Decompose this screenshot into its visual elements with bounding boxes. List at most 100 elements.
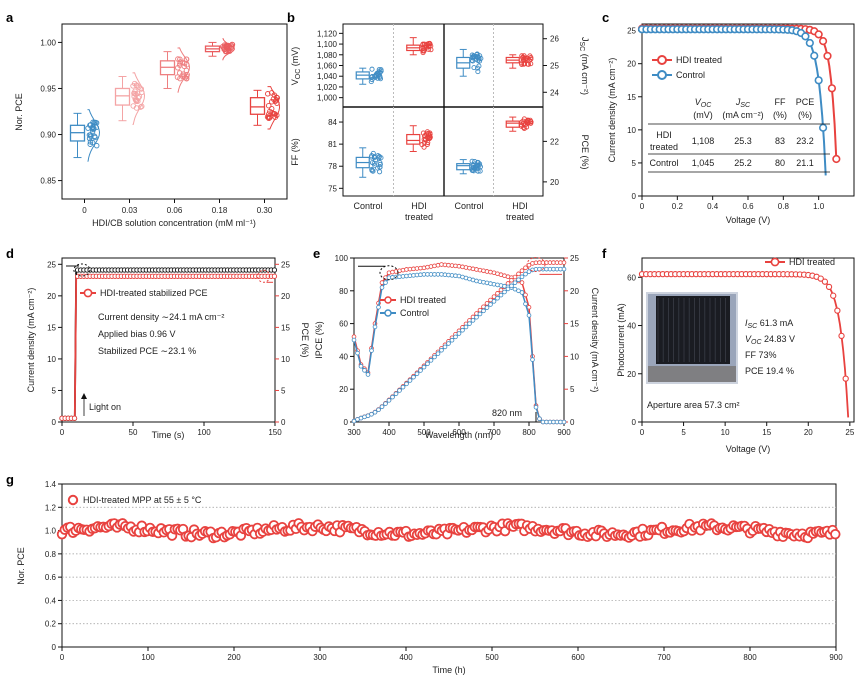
panel-e-integrated-point bbox=[523, 271, 528, 277]
panel-c-ytick-label: 15 bbox=[627, 93, 636, 102]
panel-c-tu-pce: (%) bbox=[798, 110, 812, 120]
panel-e-integrated-curve bbox=[353, 268, 564, 422]
panel-a-point bbox=[269, 98, 275, 105]
panel-a-point bbox=[268, 90, 275, 96]
panel-a-violin bbox=[132, 72, 146, 125]
panel-d-y2tick-label: 20 bbox=[281, 292, 290, 301]
panel-b-point bbox=[475, 65, 481, 71]
panel-g-ytick-label: 1.4 bbox=[45, 480, 57, 489]
panel-e-annotation: 820 nm bbox=[492, 408, 522, 418]
panel-e-integrated-point bbox=[400, 384, 406, 390]
panel-e-ipce-point bbox=[530, 357, 535, 362]
panel-e-ipce-point bbox=[351, 337, 357, 343]
panel-e-ipce-point bbox=[362, 368, 367, 373]
panel-e-ipce-point bbox=[523, 301, 528, 307]
panel-e-y2tick-label: 0 bbox=[570, 418, 575, 427]
panel-e-integrated-point bbox=[460, 327, 465, 333]
panel-e-xtick-label: 800 bbox=[522, 428, 536, 437]
panel-b-ytick-label: 20 bbox=[550, 178, 559, 187]
panel-e-integrated-point bbox=[432, 354, 437, 360]
panel-c-tu-ff: (%) bbox=[773, 110, 787, 120]
panel-f-point bbox=[830, 292, 837, 299]
panel-f-point bbox=[821, 278, 829, 285]
panel-e-ytick-label: 20 bbox=[339, 385, 348, 394]
panel-b-ytick-label: 75 bbox=[328, 184, 337, 193]
panel-f-point bbox=[834, 307, 841, 314]
panel-a-point bbox=[175, 56, 181, 62]
panel-e-ipce-point bbox=[365, 372, 371, 377]
panel-c-table: VOC JSC FF PCE (mV) (mA cm⁻²) (%) (%) HD… bbox=[648, 97, 830, 173]
panel-a-point bbox=[131, 80, 138, 87]
panel-a-point bbox=[90, 119, 96, 125]
panel-c-point bbox=[818, 123, 828, 132]
panel-e-integrated-point bbox=[498, 292, 504, 298]
panel-e-ipce-point bbox=[561, 419, 567, 425]
panel-a-point bbox=[176, 70, 183, 76]
panel-a-xtick-label: 0.03 bbox=[122, 206, 138, 215]
panel-b-point bbox=[378, 155, 384, 161]
panel-c-row1-label-b: treated bbox=[650, 142, 678, 152]
panel-d-ytick-label: 0 bbox=[52, 418, 57, 427]
panel-c-legend-hdi: HDI treated bbox=[676, 55, 722, 65]
panel-b-xtick-hdi-1b: treated bbox=[405, 212, 433, 222]
panel-e-ipce-point bbox=[369, 348, 374, 353]
panel-g-xtick-label: 100 bbox=[141, 653, 155, 662]
panel-e-integrated-point bbox=[491, 299, 497, 304]
panel-g-xtick-label: 200 bbox=[227, 653, 241, 662]
panel-e-integrated-point bbox=[516, 277, 521, 283]
panel-e-chart: 300 400 500 600 700 800 9000204060801000510152… bbox=[314, 254, 600, 440]
panel-e-integrated-point bbox=[474, 314, 479, 320]
panel-e-integrated-point bbox=[470, 318, 476, 323]
panel-b-point bbox=[425, 135, 431, 141]
panel-a-point bbox=[264, 114, 271, 120]
panel-b-point bbox=[477, 53, 483, 59]
panel-a-xlabel: HDI/CB solution concentration (mM ml⁻¹) bbox=[92, 218, 256, 228]
panel-c-point bbox=[814, 30, 823, 39]
panel-label-e: e bbox=[313, 246, 320, 261]
panel-g-xtick-label: 800 bbox=[743, 653, 757, 662]
panel-e-ytick-label: 40 bbox=[339, 352, 348, 361]
panel-d-ytick-label: 15 bbox=[47, 323, 56, 332]
panel-g-ytick-label: 0.6 bbox=[45, 573, 57, 582]
panel-b-point bbox=[469, 158, 475, 164]
panel-e-y2tick-label: 5 bbox=[570, 385, 575, 394]
panel-c-point bbox=[823, 51, 832, 61]
panel-a-point bbox=[274, 112, 280, 118]
panel-a-point bbox=[175, 65, 181, 71]
panel-c-tu-jsc: (mA cm⁻²) bbox=[722, 110, 763, 120]
panel-b-point bbox=[471, 53, 477, 59]
panel-d-xlabel: Time (s) bbox=[152, 430, 185, 440]
panel-e-ipce-point bbox=[523, 292, 528, 298]
panel-d-annotation-light: Light on bbox=[89, 402, 121, 412]
panel-g-ytick-label: 0.4 bbox=[45, 596, 57, 605]
panel-f-ytick-label: 20 bbox=[627, 370, 636, 379]
panel-b-point bbox=[475, 69, 481, 75]
panel-e-y2tick-label: 10 bbox=[570, 352, 579, 361]
panel-d-y2tick-label: 25 bbox=[281, 260, 290, 269]
panel-d-ytick-label: 10 bbox=[47, 355, 56, 364]
panel-e-integrated-point bbox=[435, 351, 441, 356]
panel-d-ytick-label: 5 bbox=[52, 386, 57, 395]
module-photo bbox=[646, 292, 738, 384]
panel-e-xtick-label: 300 bbox=[347, 428, 361, 437]
panel-a-ytick-label: 1.00 bbox=[40, 38, 56, 47]
panel-label-g: g bbox=[6, 472, 14, 487]
panel-b-ytick-label: 1,100 bbox=[317, 40, 338, 49]
panel-c-row1-jsc: 25.3 bbox=[734, 136, 752, 146]
panel-e-legend-hdi-marker bbox=[384, 296, 392, 304]
panel-e-ipce-point bbox=[526, 313, 532, 318]
panel-f-param-ff: FF 73% bbox=[745, 350, 777, 360]
panel-e-ipce-point bbox=[372, 324, 378, 330]
panel-b-point bbox=[377, 169, 383, 175]
panel-c-xtick-label: 0.2 bbox=[672, 202, 684, 211]
panel-b-box bbox=[456, 163, 471, 171]
panel-e-integrated-point bbox=[446, 341, 451, 346]
panel-g-xtick-label: 0 bbox=[60, 653, 65, 662]
panel-g-xtick-label: 300 bbox=[313, 653, 327, 662]
panel-e-ipce-point bbox=[519, 280, 525, 285]
panel-b-ytick-label: 1,040 bbox=[317, 72, 338, 81]
panel-e-ytick-label: 0 bbox=[344, 418, 349, 427]
panel-b-point bbox=[477, 164, 483, 170]
